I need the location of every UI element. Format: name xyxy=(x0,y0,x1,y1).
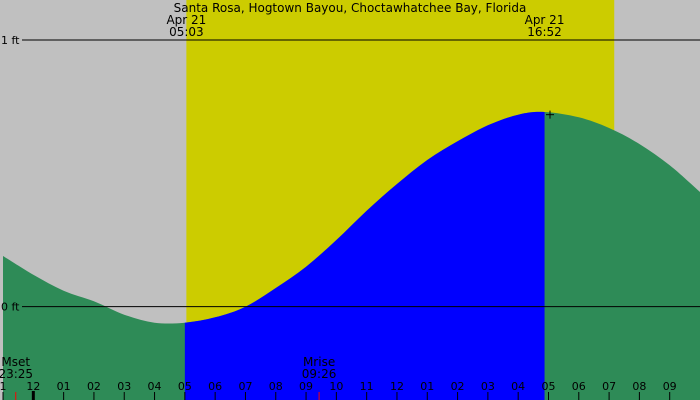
x-tick-label-3: 02 xyxy=(87,380,101,393)
gridline-label-0: 0 ft xyxy=(1,301,20,314)
moon-label-1: Mrise xyxy=(303,355,335,369)
x-tick-label-16: 03 xyxy=(481,380,495,393)
event-time-0: 05:03 xyxy=(169,25,204,39)
event-time-1: 16:52 xyxy=(527,25,562,39)
x-tick-label-19: 06 xyxy=(572,380,586,393)
highlight-tide-area xyxy=(184,111,545,400)
x-tick-label-5: 04 xyxy=(148,380,162,393)
moon-time-0: 23:25 xyxy=(0,367,33,381)
x-tick-label-15: 02 xyxy=(451,380,465,393)
x-tick-label-1: 12 xyxy=(26,380,40,393)
moon-time-1: 09:26 xyxy=(302,367,337,381)
x-tick-label-13: 12 xyxy=(390,380,404,393)
x-tick-label-7: 06 xyxy=(208,380,222,393)
x-tick-label-6: 05 xyxy=(178,380,192,393)
x-tick-label-14: 01 xyxy=(420,380,434,393)
x-tick-label-18: 05 xyxy=(541,380,555,393)
y-gridlines: 1 ft 0 ft xyxy=(1,34,700,314)
moon-label-0: Mset xyxy=(1,355,30,369)
gridline-label-1: 1 ft xyxy=(1,34,20,47)
event-date-0: Apr 21 xyxy=(166,13,206,27)
x-tick-label-9: 08 xyxy=(269,380,283,393)
x-tick-label-11: 10 xyxy=(329,380,343,393)
event-date-1: Apr 21 xyxy=(525,13,565,27)
chart-title: Santa Rosa, Hogtown Bayou, Choctawhatche… xyxy=(174,1,527,15)
x-axis-ticks: 1 12 01 02 03 04 05 06 07 08 09 10 11 12 01 02 03 04 05 06 0… xyxy=(0,380,677,400)
x-tick-label-21: 08 xyxy=(632,380,646,393)
x-tick-label-10: 09 xyxy=(299,380,313,393)
x-tick-label-12: 11 xyxy=(360,380,374,393)
x-tick-label-0: 1 xyxy=(0,380,7,393)
x-tick-label-22: 09 xyxy=(663,380,677,393)
x-tick-label-17: 04 xyxy=(511,380,525,393)
x-tick-label-20: 07 xyxy=(602,380,616,393)
x-tick-label-4: 03 xyxy=(117,380,131,393)
x-tick-label-2: 01 xyxy=(57,380,71,393)
peak-marker xyxy=(546,110,554,119)
x-tick-label-8: 07 xyxy=(238,380,252,393)
